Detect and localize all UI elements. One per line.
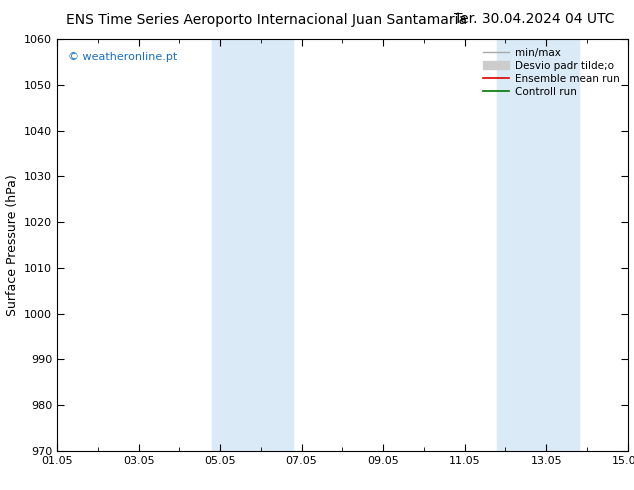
Text: ENS Time Series Aeroporto Internacional Juan Santamaría: ENS Time Series Aeroporto Internacional … [66, 12, 467, 27]
Y-axis label: Surface Pressure (hPa): Surface Pressure (hPa) [6, 174, 18, 316]
Bar [497, 39, 579, 451]
Text: Ter. 30.04.2024 04 UTC: Ter. 30.04.2024 04 UTC [455, 12, 615, 26]
Text: © weatheronline.pt: © weatheronline.pt [68, 51, 178, 62]
Legend: min/max, Desvio padr tilde;o, Ensemble mean run, Controll run: min/max, Desvio padr tilde;o, Ensemble m… [480, 45, 623, 100]
Bar [212, 39, 294, 451]
